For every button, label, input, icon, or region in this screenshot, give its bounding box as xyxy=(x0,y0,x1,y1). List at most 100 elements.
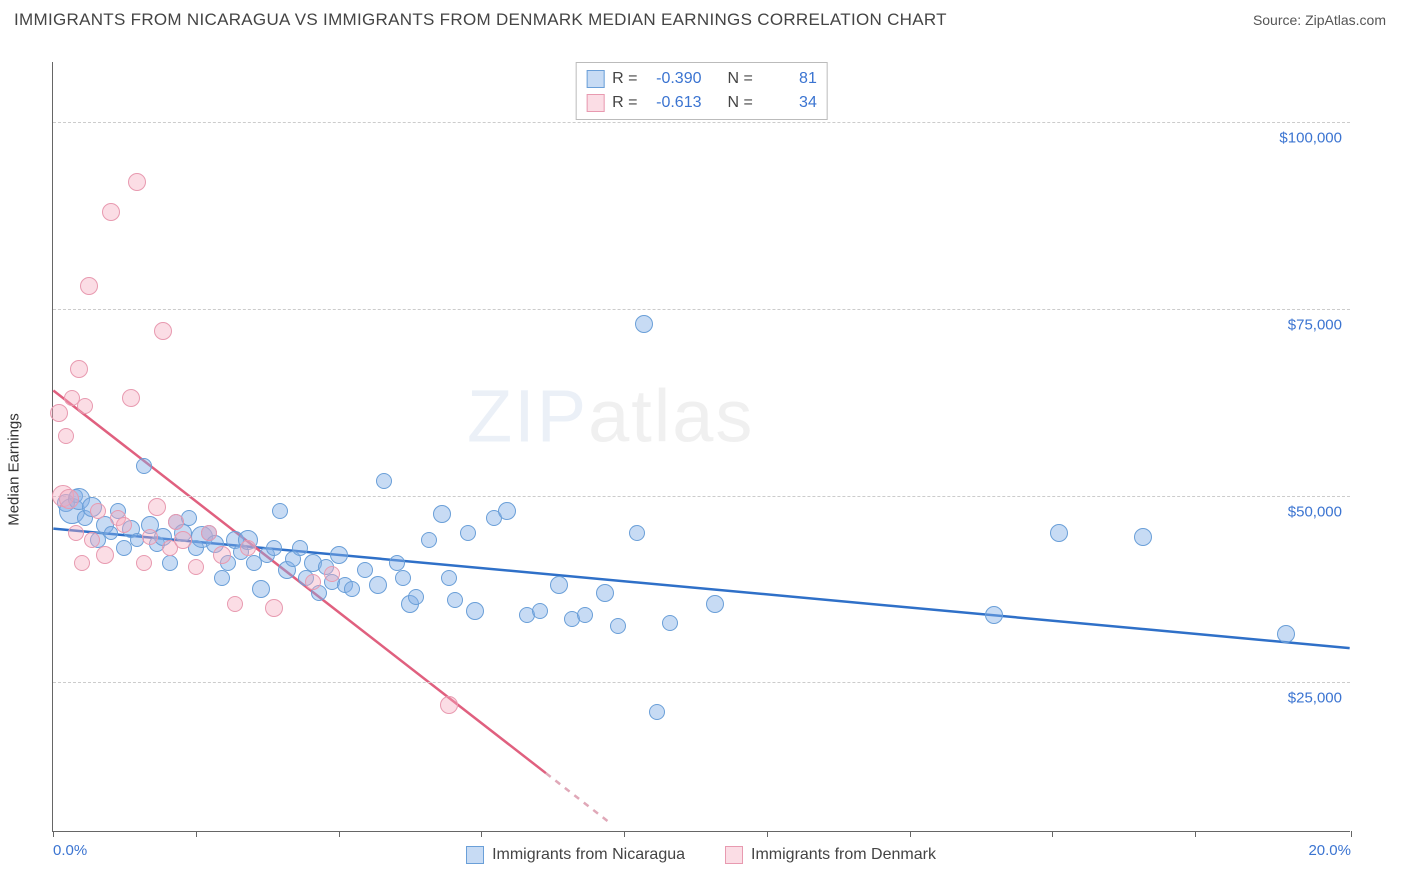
trend-lines xyxy=(53,62,1350,831)
data-point xyxy=(77,398,93,414)
data-point xyxy=(162,555,178,571)
stat-n-value: 34 xyxy=(761,91,817,115)
data-point xyxy=(408,589,424,605)
data-point xyxy=(59,489,79,509)
data-point xyxy=(128,173,146,191)
data-point xyxy=(498,502,516,520)
stat-row: R = -0.390 N = 81 xyxy=(586,67,817,91)
watermark-atlas: atlas xyxy=(588,374,754,457)
stat-r-value: -0.613 xyxy=(646,91,702,115)
data-point xyxy=(357,562,373,578)
data-point xyxy=(447,592,463,608)
data-point xyxy=(706,595,724,613)
data-point xyxy=(532,603,548,619)
data-point xyxy=(610,618,626,634)
data-point xyxy=(441,570,457,586)
data-point xyxy=(440,696,458,714)
data-point xyxy=(662,615,678,631)
data-point xyxy=(305,574,321,590)
data-point xyxy=(50,404,68,422)
stat-n-label: N = xyxy=(728,67,753,91)
y-tick-label: $75,000 xyxy=(1288,316,1342,333)
data-point xyxy=(116,517,132,533)
data-point xyxy=(635,315,653,333)
data-point xyxy=(174,531,192,549)
data-point xyxy=(1277,625,1295,643)
data-point xyxy=(122,389,140,407)
data-point xyxy=(102,203,120,221)
legend-swatch xyxy=(725,846,743,864)
watermark: ZIPatlas xyxy=(467,373,754,458)
stat-r-label: R = xyxy=(612,67,637,91)
data-point xyxy=(395,570,411,586)
data-point xyxy=(168,514,184,530)
data-point xyxy=(84,532,100,548)
data-point xyxy=(344,581,360,597)
stat-swatch xyxy=(586,94,604,112)
data-point xyxy=(1134,528,1152,546)
data-point xyxy=(58,428,74,444)
x-tick xyxy=(624,831,625,837)
data-point xyxy=(272,503,288,519)
data-point xyxy=(201,525,217,541)
gridline xyxy=(53,122,1350,123)
chart-header: IMMIGRANTS FROM NICARAGUA VS IMMIGRANTS … xyxy=(0,0,1406,35)
data-point xyxy=(136,458,152,474)
data-point xyxy=(213,546,231,564)
gridline xyxy=(53,682,1350,683)
stat-n-label: N = xyxy=(728,91,753,115)
data-point xyxy=(550,576,568,594)
data-point xyxy=(252,580,270,598)
data-point xyxy=(266,540,282,556)
data-point xyxy=(460,525,476,541)
data-point xyxy=(227,596,243,612)
legend: Immigrants from Nicaragua Immigrants from… xyxy=(52,846,1350,864)
data-point xyxy=(240,540,256,556)
data-point xyxy=(74,555,90,571)
stat-swatch xyxy=(586,70,604,88)
x-tick xyxy=(53,831,54,837)
legend-label: Immigrants from Denmark xyxy=(751,846,936,864)
data-point xyxy=(292,540,308,556)
chart-container: Median Earnings ZIPatlas R = -0.390 N = … xyxy=(14,40,1392,882)
chart-source: Source: ZipAtlas.com xyxy=(1253,12,1386,28)
x-tick xyxy=(1052,831,1053,837)
data-point xyxy=(154,322,172,340)
plot-area: ZIPatlas R = -0.390 N = 81 R = -0.613 N … xyxy=(52,62,1350,832)
data-point xyxy=(90,503,106,519)
stat-row: R = -0.613 N = 34 xyxy=(586,91,817,115)
data-point xyxy=(649,704,665,720)
data-point xyxy=(596,584,614,602)
legend-item: Immigrants from Denmark xyxy=(725,846,936,864)
stat-n-value: 81 xyxy=(761,67,817,91)
data-point xyxy=(188,559,204,575)
x-tick xyxy=(910,831,911,837)
data-point xyxy=(577,607,593,623)
data-point xyxy=(466,602,484,620)
data-point xyxy=(148,498,166,516)
stat-r-value: -0.390 xyxy=(646,67,702,91)
legend-swatch xyxy=(466,846,484,864)
data-point xyxy=(96,546,114,564)
legend-item: Immigrants from Nicaragua xyxy=(466,846,685,864)
data-point xyxy=(70,360,88,378)
x-tick xyxy=(196,831,197,837)
data-point xyxy=(376,473,392,489)
data-point xyxy=(80,277,98,295)
gridline xyxy=(53,309,1350,310)
data-point xyxy=(136,555,152,571)
data-point xyxy=(433,505,451,523)
x-tick xyxy=(1351,831,1352,837)
data-point xyxy=(985,606,1003,624)
x-tick xyxy=(767,831,768,837)
y-tick-label: $25,000 xyxy=(1288,690,1342,707)
y-axis-label: Median Earnings xyxy=(6,413,23,526)
x-tick xyxy=(1195,831,1196,837)
data-point xyxy=(389,555,405,571)
data-point xyxy=(324,566,340,582)
stats-box: R = -0.390 N = 81 R = -0.613 N = 34 xyxy=(575,62,828,120)
gridline xyxy=(53,496,1350,497)
legend-label: Immigrants from Nicaragua xyxy=(492,846,685,864)
data-point xyxy=(421,532,437,548)
data-point xyxy=(1050,524,1068,542)
